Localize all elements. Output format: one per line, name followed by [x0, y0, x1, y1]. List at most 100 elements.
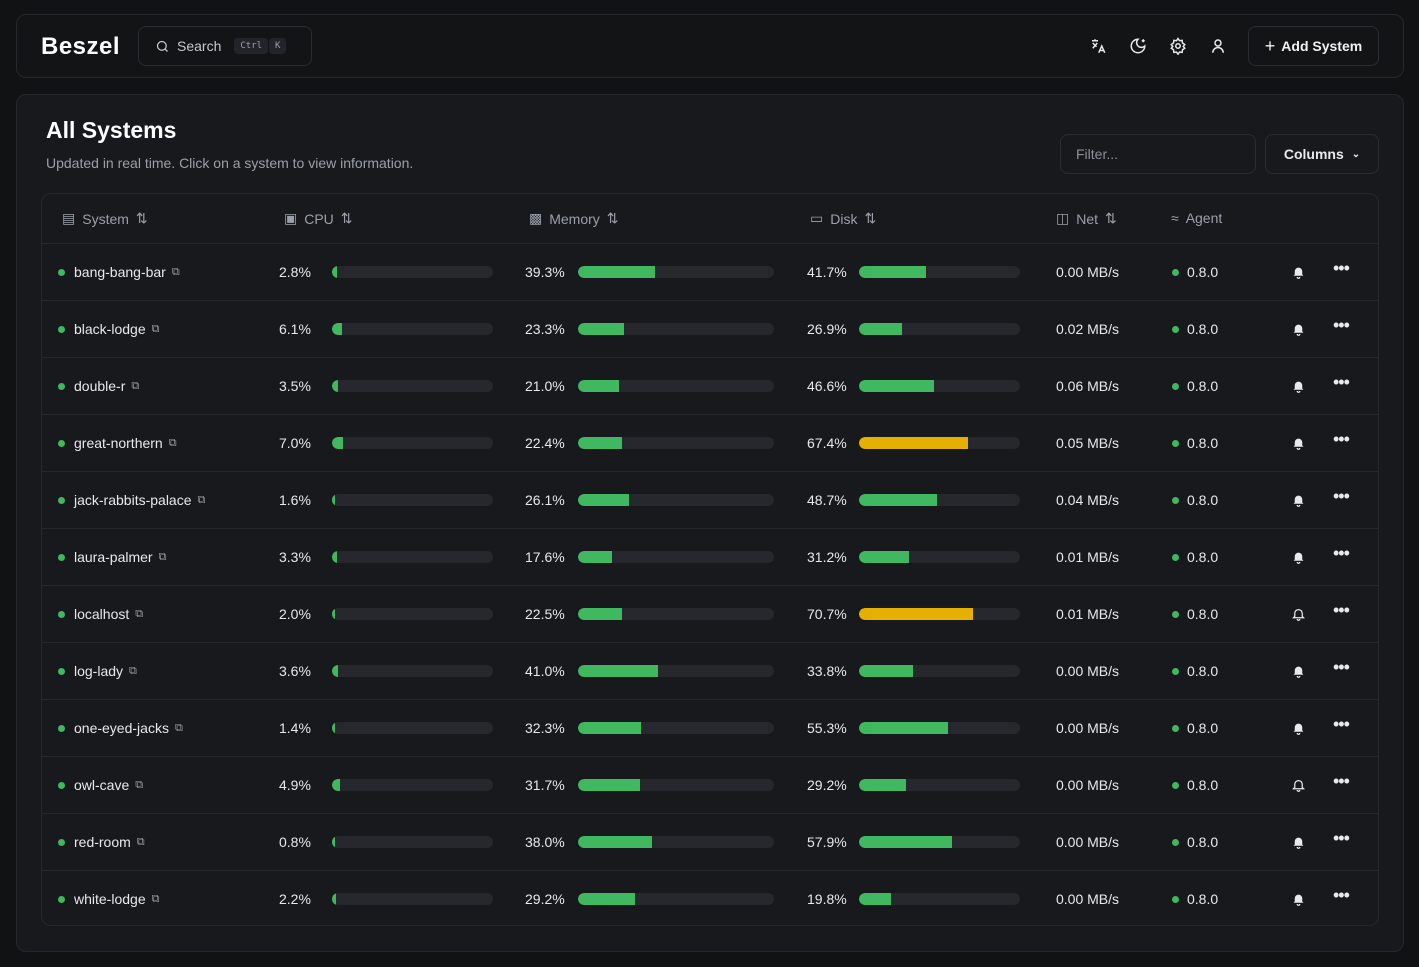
translate-icon[interactable]: [1089, 37, 1107, 55]
bell-filled-icon[interactable]: [1291, 663, 1306, 679]
net-value: 0.01 MB/s: [1056, 606, 1120, 622]
more-options-icon[interactable]: •••: [1333, 714, 1350, 734]
system-name[interactable]: owl-cave ⧉: [74, 777, 144, 793]
disk-bar: [859, 836, 1020, 848]
header-cpu[interactable]: ▣ CPU ⇅: [284, 210, 353, 227]
more-options-icon[interactable]: •••: [1333, 486, 1350, 506]
columns-button[interactable]: Columns ⌄: [1265, 134, 1379, 174]
bell-icon[interactable]: [1291, 777, 1306, 793]
more-options-icon[interactable]: •••: [1333, 429, 1350, 449]
search-button[interactable]: Search Ctrl K: [138, 26, 312, 66]
agent-version: 0.8.0: [1187, 549, 1219, 565]
copy-icon[interactable]: ⧉: [174, 721, 183, 734]
table-row[interactable]: one-eyed-jacks ⧉ 1.4% 32.3% 55.3% 0.00 MB…: [42, 700, 1378, 757]
system-name[interactable]: bang-bang-bar ⧉: [74, 264, 180, 280]
more-options-icon[interactable]: •••: [1333, 315, 1350, 335]
more-options-icon[interactable]: •••: [1333, 258, 1350, 278]
copy-icon[interactable]: ⧉: [151, 892, 160, 905]
table-row[interactable]: owl-cave ⧉ 4.9% 31.7% 29.2% 0.00 MB/s 0.8…: [42, 757, 1378, 814]
memory-bar-fill: [578, 779, 641, 791]
disk-bar: [859, 380, 1020, 392]
system-name[interactable]: laura-palmer ⧉: [74, 549, 167, 565]
bell-filled-icon[interactable]: [1291, 549, 1306, 565]
columns-label: Columns: [1283, 146, 1344, 162]
cpu-bar: [332, 608, 493, 620]
table-row[interactable]: double-r ⧉ 3.5% 21.0% 46.6% 0.06 MB/s 0.8…: [42, 358, 1378, 415]
table-row[interactable]: black-lodge ⧉ 6.1% 23.3% 26.9% 0.02 MB/s …: [42, 301, 1378, 358]
agent-version: 0.8.0: [1187, 834, 1219, 850]
system-name[interactable]: great-northern ⧉: [74, 435, 177, 451]
table-row[interactable]: red-room ⧉ 0.8% 38.0% 57.9% 0.00 MB/s 0.8…: [42, 814, 1378, 871]
more-options-icon[interactable]: •••: [1333, 828, 1350, 848]
bell-filled-icon[interactable]: [1291, 720, 1306, 736]
more-options-icon[interactable]: •••: [1333, 600, 1350, 620]
bell-icon[interactable]: [1291, 606, 1306, 622]
system-name[interactable]: red-room ⧉: [74, 834, 145, 850]
table-row[interactable]: great-northern ⧉ 7.0% 22.4% 67.4% 0.05 MB…: [42, 415, 1378, 472]
status-dot: [58, 326, 65, 333]
header-net[interactable]: ◫ Net ⇅: [1056, 210, 1117, 227]
bell-filled-icon[interactable]: [1291, 891, 1306, 907]
logo[interactable]: Beszel: [41, 33, 121, 60]
system-name[interactable]: white-lodge ⧉: [74, 891, 160, 907]
copy-icon[interactable]: ⧉: [171, 265, 180, 278]
memory-bar-fill: [578, 323, 624, 335]
wifi-icon: ≈: [1171, 210, 1179, 226]
copy-icon[interactable]: ⧉: [168, 436, 177, 449]
copy-icon[interactable]: ⧉: [135, 607, 144, 620]
copy-icon[interactable]: ⧉: [135, 778, 144, 791]
system-name[interactable]: localhost ⧉: [74, 606, 144, 622]
bell-filled-icon[interactable]: [1291, 378, 1306, 394]
page-title: All Systems: [46, 117, 177, 143]
more-options-icon[interactable]: •••: [1333, 657, 1350, 677]
copy-icon[interactable]: ⧉: [151, 322, 160, 335]
table-row[interactable]: laura-palmer ⧉ 3.3% 17.6% 31.2% 0.01 MB/s…: [42, 529, 1378, 586]
cpu-bar-fill: [332, 893, 336, 905]
system-name[interactable]: jack-rabbits-palace ⧉: [74, 492, 206, 508]
bell-filled-icon[interactable]: [1291, 435, 1306, 451]
bell-filled-icon[interactable]: [1291, 834, 1306, 850]
system-name[interactable]: log-lady ⧉: [74, 663, 137, 679]
net-value: 0.01 MB/s: [1056, 549, 1120, 565]
header-disk[interactable]: ▭ Disk ⇅: [810, 210, 877, 227]
copy-icon[interactable]: ⧉: [158, 550, 167, 563]
bell-filled-icon[interactable]: [1291, 492, 1306, 508]
moon-icon[interactable]: [1129, 37, 1147, 55]
more-options-icon[interactable]: •••: [1333, 771, 1350, 791]
table-row[interactable]: bang-bang-bar ⧉ 2.8% 39.3% 41.7% 0.00 MB/…: [42, 244, 1378, 301]
system-name[interactable]: black-lodge ⧉: [74, 321, 160, 337]
cpu-bar: [332, 893, 493, 905]
agent-status-dot: [1172, 896, 1179, 903]
header-memory[interactable]: ▩ Memory ⇅: [529, 210, 619, 227]
copy-icon[interactable]: ⧉: [131, 379, 140, 392]
copy-icon[interactable]: ⧉: [197, 493, 206, 506]
system-name[interactable]: one-eyed-jacks ⧉: [74, 720, 183, 736]
user-icon[interactable]: [1209, 37, 1227, 55]
more-options-icon[interactable]: •••: [1333, 885, 1350, 905]
cpu-value: 7.0%: [279, 435, 311, 451]
gear-icon[interactable]: [1169, 37, 1187, 55]
table-row[interactable]: jack-rabbits-palace ⧉ 1.6% 26.1% 48.7% 0.…: [42, 472, 1378, 529]
table-row[interactable]: log-lady ⧉ 3.6% 41.0% 33.8% 0.00 MB/s 0.8…: [42, 643, 1378, 700]
copy-icon[interactable]: ⧉: [129, 664, 137, 677]
filter-input[interactable]: [1060, 134, 1256, 174]
table-row[interactable]: white-lodge ⧉ 2.2% 29.2% 19.8% 0.00 MB/s …: [42, 871, 1378, 925]
memory-bar: [578, 551, 774, 563]
header-system[interactable]: ▤ System ⇅: [62, 210, 148, 227]
bell-filled-icon[interactable]: [1291, 264, 1306, 280]
more-options-icon[interactable]: •••: [1333, 372, 1350, 392]
agent-status-dot: [1172, 554, 1179, 561]
kbd-ctrl: Ctrl: [234, 38, 269, 54]
system-name[interactable]: double-r ⧉: [74, 378, 140, 394]
search-icon: [156, 40, 168, 52]
status-dot: [58, 725, 65, 732]
copy-icon[interactable]: ⧉: [136, 835, 145, 848]
memory-bar: [578, 380, 774, 392]
more-options-icon[interactable]: •••: [1333, 543, 1350, 563]
cpu-bar: [332, 551, 493, 563]
disk-bar: [859, 323, 1020, 335]
table-row[interactable]: localhost ⧉ 2.0% 22.5% 70.7% 0.01 MB/s 0.…: [42, 586, 1378, 643]
bell-filled-icon[interactable]: [1291, 321, 1306, 337]
cpu-value: 2.8%: [279, 264, 311, 280]
add-system-button[interactable]: + Add System: [1248, 26, 1379, 66]
